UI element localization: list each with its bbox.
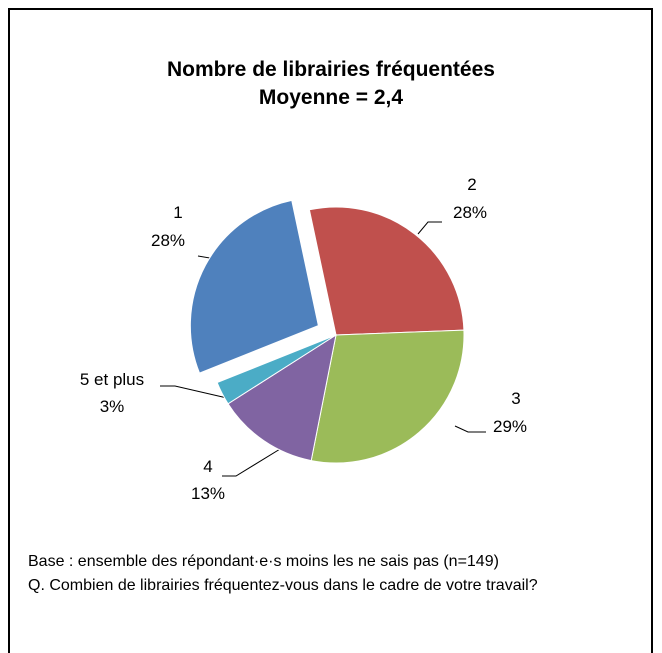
pie-slice xyxy=(227,333,337,462)
slice-category: 3 xyxy=(511,389,520,408)
pie-slice xyxy=(308,206,465,336)
note: Q. Combien de librairies fréquentez-vous… xyxy=(28,577,538,594)
frame xyxy=(8,8,653,653)
slice-value-label: 3% xyxy=(100,397,125,416)
slice-category: 2 xyxy=(467,175,476,194)
slice-value-label: 28% xyxy=(151,231,185,250)
slice-category: 5 et plus xyxy=(80,370,144,389)
slice-category: 1 xyxy=(173,203,182,222)
slice-value-label: 13% xyxy=(191,484,225,503)
pie-slice xyxy=(216,334,337,405)
notes: Base : ensemble des répondant·e·s moins … xyxy=(28,550,628,598)
pie-slice xyxy=(310,329,465,464)
chart-subtitle: Moyenne = 2,4 xyxy=(259,86,403,109)
slice-value-label: 28% xyxy=(453,203,487,222)
slice-category: 4 xyxy=(203,457,212,476)
chart-title: Nombre de librairies fréquentées xyxy=(167,58,495,81)
slice-value-label: 29% xyxy=(493,417,527,436)
note: Base : ensemble des répondant·e·s moins … xyxy=(28,553,499,570)
pie-slice xyxy=(189,199,319,374)
